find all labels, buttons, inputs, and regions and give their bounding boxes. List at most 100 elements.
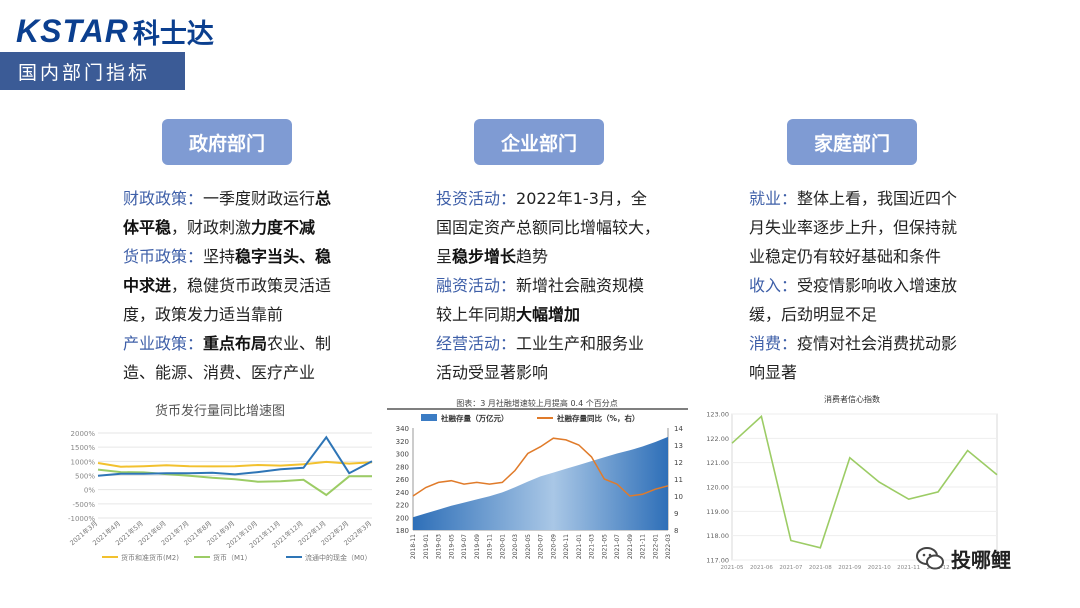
y-tick-label-right: 10 xyxy=(674,493,683,501)
text-line: 呈稳步增长趋势 xyxy=(436,242,676,271)
y-tick-label-left: 280 xyxy=(396,463,409,471)
legend-label: 社融存量同比（%，右） xyxy=(556,413,640,423)
series-line xyxy=(97,460,373,468)
text-line: 投资活动：2022年1-3月，全 xyxy=(436,184,676,213)
text-segment: 受疫情影响收入增速放 xyxy=(797,276,958,295)
y-tick-label-left: 220 xyxy=(396,502,409,510)
text-keyword: 收入： xyxy=(749,276,798,295)
company-logo: KSTAR 科士达 xyxy=(16,12,214,50)
text-segment: 趋势 xyxy=(516,247,549,266)
money-supply-chart: 货币发行量同比增速图 2000% 1500% 1000% 500% 0% -500% -100… xyxy=(60,398,380,568)
x-tick-label: 2021-03 xyxy=(589,534,596,559)
x-tick-label: 2020-11 xyxy=(563,534,570,559)
y-tick-label: 122.00 xyxy=(706,435,729,443)
text-segment: 月失业率逐步上升，但保持就 xyxy=(749,218,958,237)
series-line xyxy=(731,414,998,549)
text-emphasis: 体平稳 xyxy=(123,218,172,237)
legend-label: 流通中的现金（M0） xyxy=(305,553,372,562)
text-segment: 一季度财政运行 xyxy=(203,189,316,208)
text-segment: 整体上看，我国近四个 xyxy=(797,189,958,208)
x-tick-label: 2020-03 xyxy=(512,534,519,559)
legend-label: 社融存量（万亿元） xyxy=(440,413,509,423)
y-tick-label: 117.00 xyxy=(706,557,729,565)
text-segment: 较上年同期 xyxy=(436,305,517,324)
x-tick-label: 2019-03 xyxy=(436,534,443,559)
text-line: 活动受显著影响 xyxy=(436,358,676,387)
legend-swatch xyxy=(421,414,437,421)
text-keyword: 财政政策： xyxy=(123,189,204,208)
text-segment: 缓，后劲明显不足 xyxy=(749,305,878,324)
logo-latin: KSTAR xyxy=(16,12,129,49)
text-keyword: 就业： xyxy=(749,189,798,208)
text-line: 缓，后劲明显不足 xyxy=(749,300,989,329)
x-tick-label: 2020-09 xyxy=(550,534,557,559)
text-segment: 活动受显著影响 xyxy=(436,363,549,382)
text-line: 月失业率逐步上升，但保持就 xyxy=(749,213,989,242)
y-tick-label-left: 300 xyxy=(396,451,409,459)
x-tick-label: 2021-08 xyxy=(809,565,832,571)
y-tick-label: 0% xyxy=(84,487,95,495)
chart-title: 图表：3 月社融增速较上月提高 0.4 个百分点 xyxy=(456,398,617,408)
text-segment: 度，政策发力适当靠前 xyxy=(123,305,284,324)
x-tick-label: 2022-03 xyxy=(665,534,672,559)
text-segment: 呈 xyxy=(436,247,453,266)
text-emphasis: 稳字当头、稳 xyxy=(235,247,332,266)
text-keyword: 融资活动： xyxy=(436,276,517,295)
text-emphasis: 大幅增加 xyxy=(516,305,581,324)
y-tick-label-left: 180 xyxy=(396,527,409,535)
x-tick-label: 2021-07 xyxy=(779,565,802,571)
x-tick-label: 2021-11 xyxy=(640,534,647,559)
y-tick-label: 119.00 xyxy=(706,508,729,516)
social-financing-chart: 图表：3 月社融增速较上月提高 0.4 个百分点 340 320 300 280 260 2… xyxy=(385,398,690,570)
text-segment: 国固定资产总额同比增幅较大， xyxy=(436,218,661,237)
x-tick-label: 2019-11 xyxy=(487,534,494,559)
text-segment: 业稳定仍有较好基础和条件 xyxy=(749,247,942,266)
text-keyword: 产业政策： xyxy=(123,334,204,353)
series-line xyxy=(97,468,372,497)
text-emphasis: 中求进 xyxy=(123,276,172,295)
dept-government-button: 政府部门 xyxy=(162,119,292,165)
y-tick-label: -1000% xyxy=(68,515,95,523)
x-tick-label: 2020-07 xyxy=(538,534,545,559)
y-tick-label-right: 12 xyxy=(674,459,683,467)
text-line: 国固定资产总额同比增幅较大， xyxy=(436,213,676,242)
section-title: 国内部门指标 xyxy=(18,61,151,84)
text-keyword: 投资活动： xyxy=(436,189,517,208)
x-tick-label: 2021-09 xyxy=(838,565,861,571)
y-tick-label: 2000% xyxy=(71,430,96,438)
text-segment: 农业、制 xyxy=(267,334,332,353)
chart-title: 货币发行量同比增速图 xyxy=(155,403,285,419)
x-tick-label: 2021-07 xyxy=(614,534,621,559)
x-tick-label: 2019-05 xyxy=(448,534,455,559)
enterprise-text: 投资活动：2022年1-3月，全国固定资产总额同比增幅较大， 呈稳步增长趋势融资活… xyxy=(436,184,676,387)
y-tick-label-left: 200 xyxy=(396,514,409,522)
wechat-icon xyxy=(916,546,944,569)
x-tick-label: 2021-09 xyxy=(627,534,634,559)
text-segment: 2022年1-3月，全 xyxy=(516,189,647,208)
text-line: 较上年同期大幅增加 xyxy=(436,300,676,329)
y-tick-label-left: 320 xyxy=(396,438,409,446)
consumer-confidence-chart: 消费者信心指数 123.00 122.00 121.00 120.00 119.00 118… xyxy=(700,388,1000,573)
y-tick-label-left: 240 xyxy=(396,489,409,497)
dept-household-button: 家庭部门 xyxy=(787,119,917,165)
x-tick-label: 2018-11 xyxy=(410,534,417,559)
text-line: 消费：疫情对社会消费扰动影 xyxy=(749,329,989,358)
logo-cn: 科士达 xyxy=(132,18,214,50)
y-tick-label: 1000% xyxy=(71,458,96,466)
chart-title: 消费者信心指数 xyxy=(824,394,880,404)
y-tick-label: 123.00 xyxy=(706,411,729,419)
text-line: 造、能源、消费、医疗产业 xyxy=(123,358,363,387)
text-line: 体平稳，财政刺激力度不减 xyxy=(123,213,363,242)
watermark-text: 投哪鲤 xyxy=(951,548,1011,572)
x-tick-label: 2019-07 xyxy=(461,534,468,559)
series-line xyxy=(97,435,373,477)
legend-label: 货币（M1） xyxy=(213,553,252,562)
x-tick-label: 2021-11 xyxy=(897,565,920,571)
y-tick-label: 118.00 xyxy=(706,532,729,540)
x-tick-label: 2021-06 xyxy=(750,565,773,571)
text-emphasis: 稳步增长 xyxy=(452,247,517,266)
y-tick-label: -500% xyxy=(72,501,95,509)
y-tick-label: 500% xyxy=(75,473,95,481)
growth-line xyxy=(412,437,669,497)
text-segment: 工业生产和服务业 xyxy=(516,334,645,353)
